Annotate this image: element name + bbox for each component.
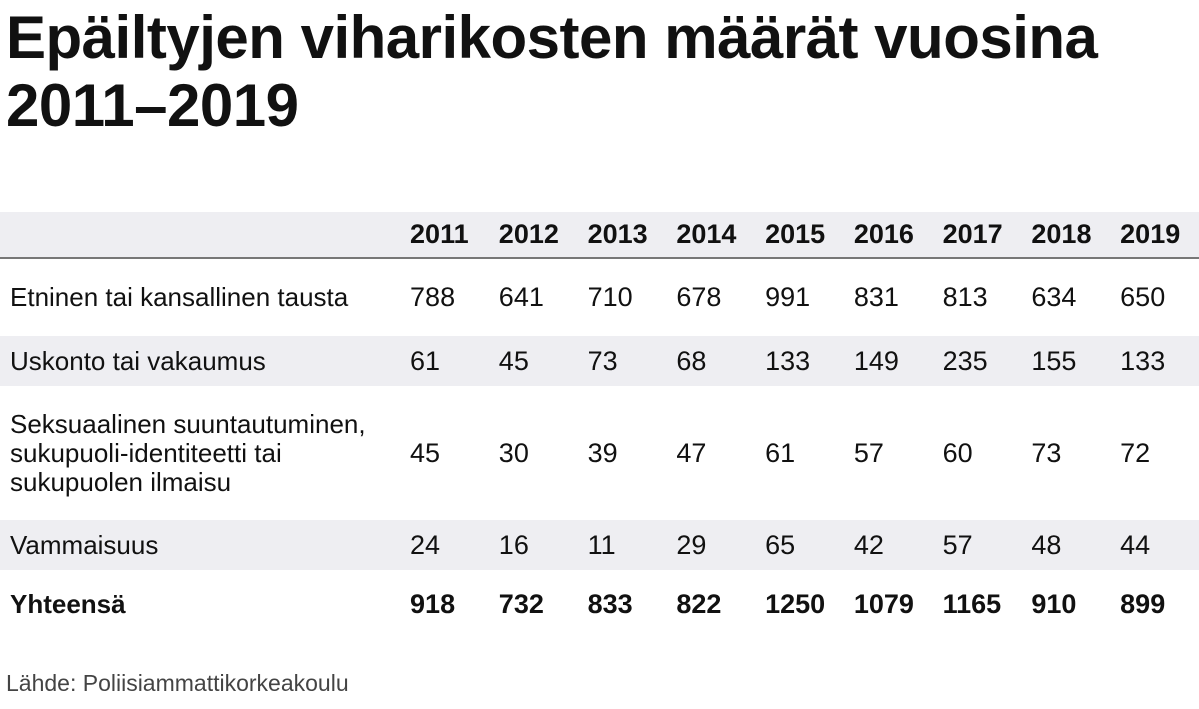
table-cell: 235	[942, 345, 988, 376]
column-header-2017: 2017	[932, 212, 1022, 259]
table-cell: 678	[676, 282, 722, 312]
column-header-2011: 2011	[400, 212, 489, 259]
total-cell: 833	[587, 588, 633, 619]
total-cell: 1250	[765, 588, 826, 619]
column-header-2012: 2012	[488, 212, 578, 259]
table-cell: 29	[676, 529, 707, 560]
total-cell: 918	[410, 588, 456, 619]
table-cell: 11	[587, 529, 616, 560]
table-cell: 44	[1120, 529, 1151, 560]
total-row: Yhteensä 918 732 833 822 1250 1079 1165 …	[0, 570, 1199, 638]
table-row: Etninen tai kansallinen tausta 788 641 7…	[0, 258, 1199, 336]
table-cell: 65	[765, 529, 796, 560]
table-cell: 813	[942, 282, 988, 312]
table-cell: 133	[765, 345, 811, 376]
table-cell: 42	[853, 529, 884, 560]
table-header-row: 2011 2012 2013 2014 2015 2016 2017 2018 …	[0, 212, 1199, 259]
table-cell: 60	[942, 437, 973, 468]
table-cell: 72	[1120, 437, 1151, 468]
table-cell: 650	[1120, 282, 1166, 312]
row-label: Seksuaalinen suuntautuminen, sukupuoli-i…	[10, 408, 366, 497]
table-cell: 73	[1031, 437, 1062, 468]
table-cell: 47	[676, 437, 707, 468]
table-cell: 45	[498, 345, 529, 376]
row-label: Vammaisuus	[10, 529, 159, 560]
table-cell: 57	[853, 437, 884, 468]
total-cell: 822	[676, 588, 722, 619]
source-note: Lähde: Poliisiammattikorkeakoulu	[6, 670, 349, 696]
row-label: Uskonto tai vakaumus	[10, 345, 266, 376]
chart-title: Epäiltyjen viharikosten määrät vuosina 2…	[6, 4, 1098, 139]
table-cell: 24	[410, 529, 441, 560]
table-row: Seksuaalinen suuntautuminen, sukupuoli-i…	[0, 386, 1199, 520]
table-row: Vammaisuus 24 16 11 29 65 42 57 48 44	[0, 520, 1199, 570]
table-cell: 634	[1031, 282, 1077, 312]
column-header-2014: 2014	[666, 212, 756, 259]
table-row: Uskonto tai vakaumus 61 45 73 68 133 149…	[0, 336, 1199, 386]
column-header-2019: 2019	[1110, 212, 1199, 259]
total-cell: 732	[498, 588, 544, 619]
header-label-cell	[0, 212, 401, 259]
table-cell: 30	[498, 437, 529, 468]
table-cell: 149	[853, 345, 899, 376]
table-cell: 61	[410, 345, 441, 376]
total-cell: 1079	[853, 588, 914, 619]
table-cell: 45	[410, 437, 441, 468]
table-cell: 155	[1031, 345, 1077, 376]
column-header-2013: 2013	[577, 212, 667, 259]
table-cell: 16	[498, 529, 529, 560]
table-cell: 991	[765, 282, 811, 312]
table-cell: 831	[853, 282, 899, 312]
table-cell: 641	[498, 282, 544, 312]
column-header-2016: 2016	[843, 212, 933, 259]
column-header-2015: 2015	[755, 212, 844, 259]
total-label: Yhteensä	[10, 588, 126, 619]
table-cell: 61	[765, 437, 796, 468]
total-cell: 1165	[942, 588, 1002, 619]
table-cell: 48	[1031, 529, 1062, 560]
table-cell: 73	[587, 345, 618, 376]
row-label: Etninen tai kansallinen tausta	[10, 282, 349, 312]
total-cell: 910	[1031, 588, 1077, 619]
table-cell: 788	[410, 282, 456, 312]
total-cell: 899	[1120, 588, 1166, 619]
table-cell: 133	[1120, 345, 1166, 376]
table-cell: 57	[942, 529, 973, 560]
table-cell: 68	[676, 345, 707, 376]
table-cell: 710	[587, 282, 633, 312]
data-table: 2011 2012 2013 2014 2015 2016 2017 2018 …	[0, 212, 1199, 638]
column-header-2018: 2018	[1021, 212, 1111, 259]
table-cell: 39	[587, 437, 618, 468]
